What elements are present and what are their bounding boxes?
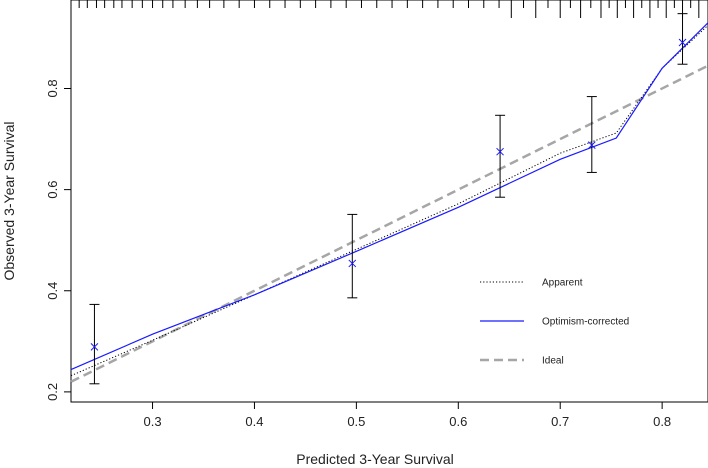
- observed-point: [677, 13, 688, 65]
- point-marker-stroke: [348, 259, 357, 268]
- y-tick-label: 0.8: [45, 79, 60, 97]
- y-axis-title: Observed 3-Year Survival: [1, 121, 17, 280]
- y-tick-label: 0.4: [45, 282, 60, 300]
- x-tick-label: 0.4: [245, 414, 263, 429]
- x-tick-label: 0.7: [551, 414, 569, 429]
- y-axis: 0.2 0.4 0.6 0.8: [45, 79, 71, 401]
- x-tick-label: 0.6: [449, 414, 467, 429]
- point-marker-stroke: [90, 343, 99, 351]
- observed-point: [495, 114, 506, 198]
- observed-point: [89, 303, 100, 385]
- point-marker-stroke: [496, 147, 504, 156]
- x-axis: 0.3 0.4 0.5 0.6 0.7 0.8: [143, 402, 671, 429]
- legend: Apparent Optimism-corrected Ideal: [480, 278, 629, 367]
- series-line-optimism-corrected: [70, 22, 708, 371]
- rug-marks: [78, 0, 700, 18]
- y-tick-label: 0.6: [45, 181, 60, 199]
- legend-label-apparent: Apparent: [542, 278, 583, 289]
- x-axis-title: Predicted 3-Year Survival: [296, 451, 453, 467]
- ideal-line-layer: [70, 64, 708, 383]
- y-tick-label: 0.2: [45, 383, 60, 401]
- series-line-apparent: [70, 24, 708, 377]
- observed-point: [347, 213, 358, 299]
- x-tick-label: 0.3: [143, 414, 161, 429]
- x-tick-label: 0.8: [653, 414, 671, 429]
- curve-layer: [70, 22, 708, 377]
- legend-label-optimism-corrected: Optimism-corrected: [542, 317, 629, 328]
- series-line-ideal: [70, 64, 708, 383]
- observed-points-layer: [89, 13, 688, 385]
- x-tick-label: 0.5: [347, 414, 365, 429]
- point-marker-stroke: [587, 141, 596, 149]
- point-marker-stroke: [678, 38, 687, 47]
- observed-point: [586, 96, 597, 173]
- plot-frame: [70, 0, 708, 403]
- legend-label-ideal: Ideal: [542, 356, 564, 367]
